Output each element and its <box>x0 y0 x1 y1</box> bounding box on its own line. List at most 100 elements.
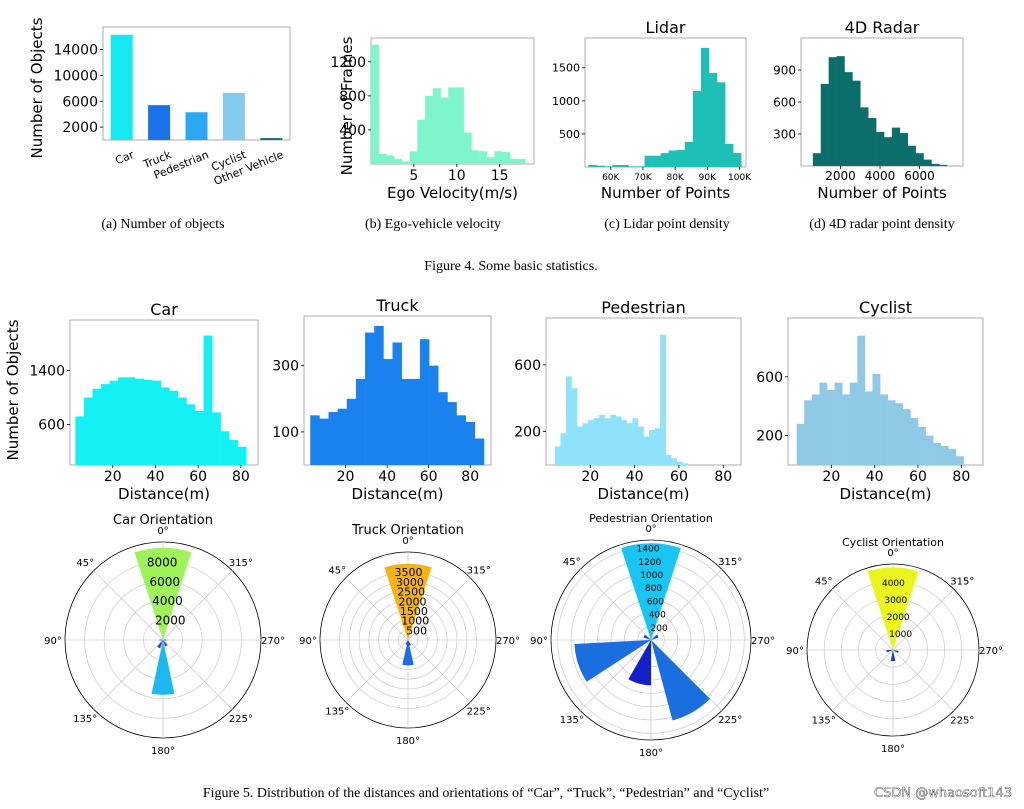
angle-label: 225° <box>950 715 974 726</box>
histogram-bar <box>401 161 410 164</box>
angle-label: 90° <box>44 636 62 647</box>
chart-truck-dist: 100 300 20 40 60 80 Truck Distance(m) <box>272 296 492 503</box>
histogram-bar <box>907 145 916 166</box>
chart-title: Pedestrian <box>601 298 686 317</box>
y-tick-label: 300 <box>272 359 299 375</box>
angle-label: 180° <box>151 746 175 757</box>
histogram-bar <box>571 388 578 465</box>
histogram-bar <box>860 107 869 166</box>
radial-tick-label: 1000 <box>640 571 663 581</box>
chart-lidar: 500 1000 1500 60K 70K 80K 90K 100K Lidar Number o… <box>552 18 752 202</box>
x-tick-label: 20 <box>581 469 599 485</box>
polar-spoke <box>831 649 894 712</box>
chart-car-dist: 600 1400 20 40 60 80 Car Distance(m) Number of O… <box>4 300 259 503</box>
histogram-bar <box>599 414 606 465</box>
y-tick-label: 100 <box>272 425 299 441</box>
histogram-bar <box>328 412 338 465</box>
x-tick-label: 40 <box>378 469 396 485</box>
histogram-bar <box>126 377 136 465</box>
angle-label: 180° <box>881 744 905 755</box>
histogram-bar <box>100 384 110 465</box>
polar-bar <box>134 547 192 640</box>
x-axis-label: Distance(m) <box>840 485 932 503</box>
histogram-bar <box>660 334 666 465</box>
histogram-bar <box>948 448 957 465</box>
chart-car-orientation: 2000 4000 6000 8000 0° 45° 90° 135° 180° 225° 270°… <box>44 513 285 757</box>
histogram-bar <box>419 339 430 465</box>
polar-spoke <box>407 639 471 703</box>
histogram-bar <box>152 380 162 465</box>
histogram-bar <box>852 80 861 166</box>
histogram-bar <box>456 415 466 465</box>
histogram-bar <box>864 391 873 465</box>
histogram-bar <box>355 378 366 465</box>
histogram-bar <box>872 373 881 465</box>
polar-spoke <box>345 577 409 641</box>
category-label: Car <box>113 148 136 167</box>
x-tick-label: 80 <box>232 469 250 485</box>
chart-title: Cyclist <box>859 298 912 317</box>
histogram-bar <box>417 119 426 164</box>
bar-truck <box>148 105 171 140</box>
histogram-bar <box>212 412 221 465</box>
chart-title: Cyclist Orientation <box>842 536 944 549</box>
histogram-bar <box>565 376 572 465</box>
watermark: CSDN @whaosoft143 <box>874 786 1012 801</box>
polar-spoke <box>580 639 652 711</box>
chart-title: Car Orientation <box>113 513 213 528</box>
subcaption-objects: (a) Number of objects <box>101 217 224 232</box>
x-tick-label: 60 <box>420 469 438 485</box>
polar-bar <box>651 634 659 640</box>
y-axis-label: Number of Objects <box>28 17 46 158</box>
angle-label: 0° <box>157 526 168 537</box>
histogram-bar <box>939 164 948 166</box>
radial-tick-label: 2000 <box>887 613 910 623</box>
radial-tick-label: 800 <box>645 584 662 594</box>
histogram-bar <box>220 431 230 465</box>
subcaption-radar: (d) 4D radar point density <box>809 217 954 232</box>
histogram-bar <box>346 398 357 465</box>
angle-label: 225° <box>467 707 491 718</box>
histogram-bar <box>868 118 877 166</box>
histogram-bar <box>83 397 93 465</box>
angle-label: 0° <box>645 524 656 535</box>
histogram-bar <box>554 446 561 465</box>
histogram-bar <box>923 159 932 166</box>
histogram-bar <box>654 428 661 465</box>
y-tick-label: 10000 <box>53 68 98 84</box>
histogram-bar <box>820 83 829 166</box>
histogram-bar <box>429 365 439 465</box>
histogram-bar <box>644 155 653 167</box>
polar-spoke <box>162 639 233 710</box>
histogram-bar <box>940 445 949 465</box>
histogram-bar <box>915 153 924 166</box>
bar-car <box>110 34 133 140</box>
histogram-bar <box>955 456 964 465</box>
histogram-bar <box>902 409 911 465</box>
histogram-bar <box>811 394 820 465</box>
histogram-bar <box>319 418 329 465</box>
histogram-bar <box>378 153 387 164</box>
histogram-bar <box>649 429 655 465</box>
x-tick-label: 60K <box>602 173 620 183</box>
histogram-bar <box>383 359 393 465</box>
y-tick-label: 1500 <box>552 62 580 75</box>
x-tick-label: 2000 <box>825 169 856 183</box>
histogram-bar <box>135 378 145 465</box>
bar-other-vehicle <box>260 138 283 140</box>
histogram-bar <box>237 446 247 465</box>
x-tick-label: 10 <box>448 168 466 184</box>
polar-bar <box>628 640 651 686</box>
y-tick-label: 600 <box>38 418 65 434</box>
radial-tick-label: 1500 <box>400 605 428 618</box>
polar-spoke <box>580 569 652 641</box>
radial-tick-label: 600 <box>647 597 664 607</box>
angle-label: 225° <box>718 715 742 726</box>
y-tick-label: 1200 <box>330 55 366 71</box>
histogram-bar <box>931 163 940 166</box>
radial-tick-label: 400 <box>649 611 666 621</box>
histogram-bar <box>883 137 893 166</box>
radial-tick-label: 1400 <box>637 545 660 555</box>
angle-label: 45° <box>328 565 346 576</box>
